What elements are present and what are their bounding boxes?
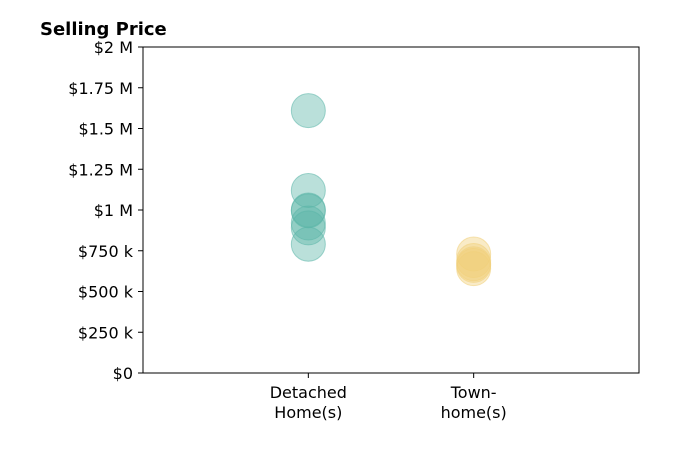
y-tick-label: $250 k xyxy=(78,323,134,342)
y-tick-label: $1.25 M xyxy=(68,160,133,179)
data-point xyxy=(290,205,326,241)
y-tick-label: $1.75 M xyxy=(68,79,133,98)
x-tick-label: Home(s) xyxy=(274,403,342,422)
chart-title: Selling Price xyxy=(40,19,167,40)
x-tick-label: home(s) xyxy=(441,403,507,422)
plot-frame xyxy=(142,46,640,374)
x-tick-label: Town- xyxy=(450,383,497,402)
data-point xyxy=(290,226,326,262)
data-point xyxy=(290,172,326,208)
y-tick-label: $2 M xyxy=(94,38,133,57)
data-points xyxy=(290,93,492,287)
data-point xyxy=(290,93,326,129)
y-tick-label: $1 M xyxy=(94,201,133,220)
y-tick-label: $500 k xyxy=(78,283,134,302)
y-tick-label: $0 xyxy=(113,364,133,383)
data-point xyxy=(456,251,492,287)
y-tick-label: $1.5 M xyxy=(78,120,133,139)
data-point xyxy=(290,210,326,246)
y-tick-label: $750 k xyxy=(78,242,134,261)
y-axis: $0 $250 k $500 k $750 k $1 M $1.25 M $1.5 M $1.… xyxy=(68,38,143,383)
x-tick-label: Detached xyxy=(270,383,347,402)
